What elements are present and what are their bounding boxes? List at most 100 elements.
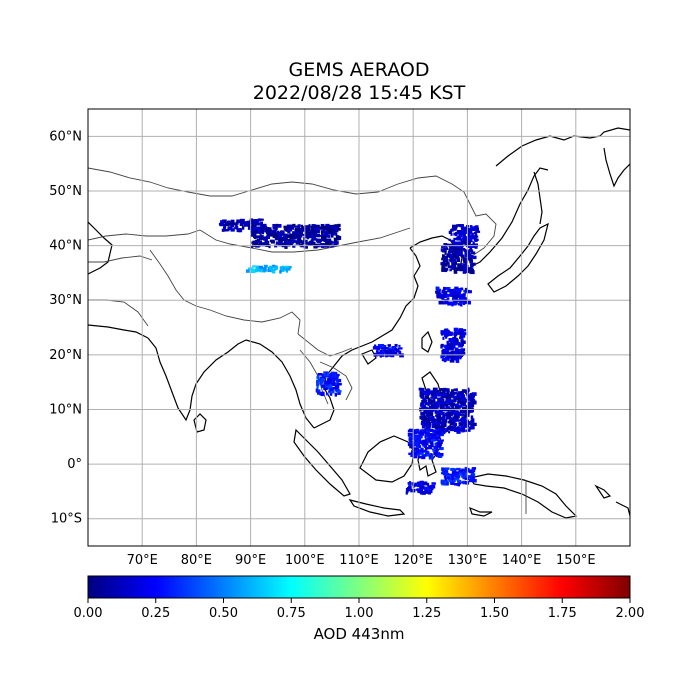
aod-pixel [465, 473, 468, 476]
aod-pixel [453, 391, 457, 395]
aod-pixel [457, 263, 462, 268]
aod-pixel [440, 343, 444, 348]
aod-pixel [455, 243, 460, 247]
aod-pixel [461, 237, 466, 241]
aod-pixel [448, 338, 453, 342]
aod-pixel [295, 240, 300, 245]
aod-pixel [428, 412, 434, 417]
aod-pixel [308, 233, 314, 238]
aod-pixel [298, 236, 302, 240]
aod-pixel [444, 403, 449, 407]
aod-pixel [425, 446, 429, 450]
aod-pixel [443, 247, 449, 250]
aod-pixel [429, 398, 432, 402]
aod-pixel [253, 240, 259, 245]
lon-label: 150°E [556, 553, 596, 568]
aod-pixel [323, 372, 326, 376]
aod-pixel [449, 394, 454, 398]
aod-pixel [270, 268, 274, 273]
aod-pixel [430, 487, 434, 491]
aod-pixel [326, 238, 332, 243]
aod-pixel [411, 482, 415, 486]
lon-label: 110°E [339, 553, 379, 568]
aod-pixel [452, 345, 456, 349]
aod-pixel [434, 390, 439, 393]
aod-pixel [471, 392, 476, 396]
aod-pixel [258, 265, 263, 269]
aod-pixel [444, 472, 449, 475]
aod-pixel [424, 407, 429, 410]
aod-pixel [446, 259, 449, 262]
aod-pixel [437, 422, 441, 426]
aod-pixel [442, 428, 448, 432]
aod-pixel [311, 228, 315, 232]
latitude-labels: 60°N 50°N 40°N 30°N 20°N 10°N 0° 10°S [49, 129, 82, 526]
aod-pixel [222, 219, 227, 223]
aod-pixel [458, 405, 461, 409]
aod-pixel [255, 221, 259, 226]
aod-pixel [255, 227, 260, 230]
aod-pixel [329, 242, 332, 246]
aod-pixel [291, 237, 296, 240]
aod-pixel [460, 401, 464, 406]
aod-pixel [421, 441, 424, 445]
aod-pixel [281, 231, 285, 235]
aod-pixel [414, 442, 419, 445]
aod-pixel [412, 447, 416, 451]
aod-pixel [330, 241, 335, 244]
aod-pixel [415, 439, 420, 443]
aod-pixel [420, 395, 424, 399]
aod-pixel [443, 358, 447, 363]
aod-pixel [261, 269, 265, 273]
aod-pixel [440, 393, 446, 397]
aod-pixel [474, 238, 478, 242]
aod-pixel [420, 449, 424, 454]
aod-pixel [333, 240, 339, 245]
aod-pixel [433, 398, 436, 403]
aod-pixel [446, 343, 450, 346]
aod-pixel [293, 225, 299, 228]
aod-pixel [454, 356, 458, 360]
aod-pixel [265, 235, 270, 239]
lat-label: 10°N [49, 402, 82, 417]
aod-pixel [320, 230, 325, 234]
aod-pixel [429, 453, 433, 457]
aod-pixel [471, 251, 476, 255]
aod-pixel [466, 467, 470, 472]
aod-pixel [330, 245, 335, 248]
aod-pixel [471, 468, 475, 472]
aod-pixel [260, 224, 265, 228]
aod-pixel [436, 448, 439, 451]
aod-pixel [228, 226, 233, 230]
aod-pixel [474, 227, 479, 232]
aod-pixel [393, 351, 398, 356]
aod-pixel [455, 232, 458, 237]
aod-pixel [462, 480, 467, 485]
aod-pixel [462, 420, 467, 424]
aod-pixel [463, 423, 468, 427]
aod-pixel [452, 479, 456, 483]
aod-pixel [319, 380, 323, 385]
aod-pixel [456, 479, 462, 483]
aod-pixel [456, 232, 459, 235]
aod-pixel [466, 394, 471, 399]
aod-pixel [429, 440, 434, 445]
aod-pixel [470, 409, 473, 413]
aod-pixel [460, 226, 465, 229]
aod-pixel [234, 226, 238, 230]
aod-pixel [306, 231, 310, 235]
aod-pixel [447, 416, 452, 420]
aod-pixel [315, 229, 320, 234]
aod-pixel [436, 413, 440, 416]
aod-pixel [448, 480, 452, 483]
map-frame [87, 108, 631, 547]
aod-pixel [433, 390, 436, 393]
aod-pixel [447, 389, 450, 393]
aod-pixel [462, 402, 467, 407]
aod-pixel [439, 439, 444, 442]
aod-pixel [450, 350, 455, 355]
aod-pixel [282, 237, 288, 240]
aod-pixel [453, 428, 459, 433]
aod-pixel [460, 425, 466, 430]
aod-pixel [459, 266, 463, 270]
